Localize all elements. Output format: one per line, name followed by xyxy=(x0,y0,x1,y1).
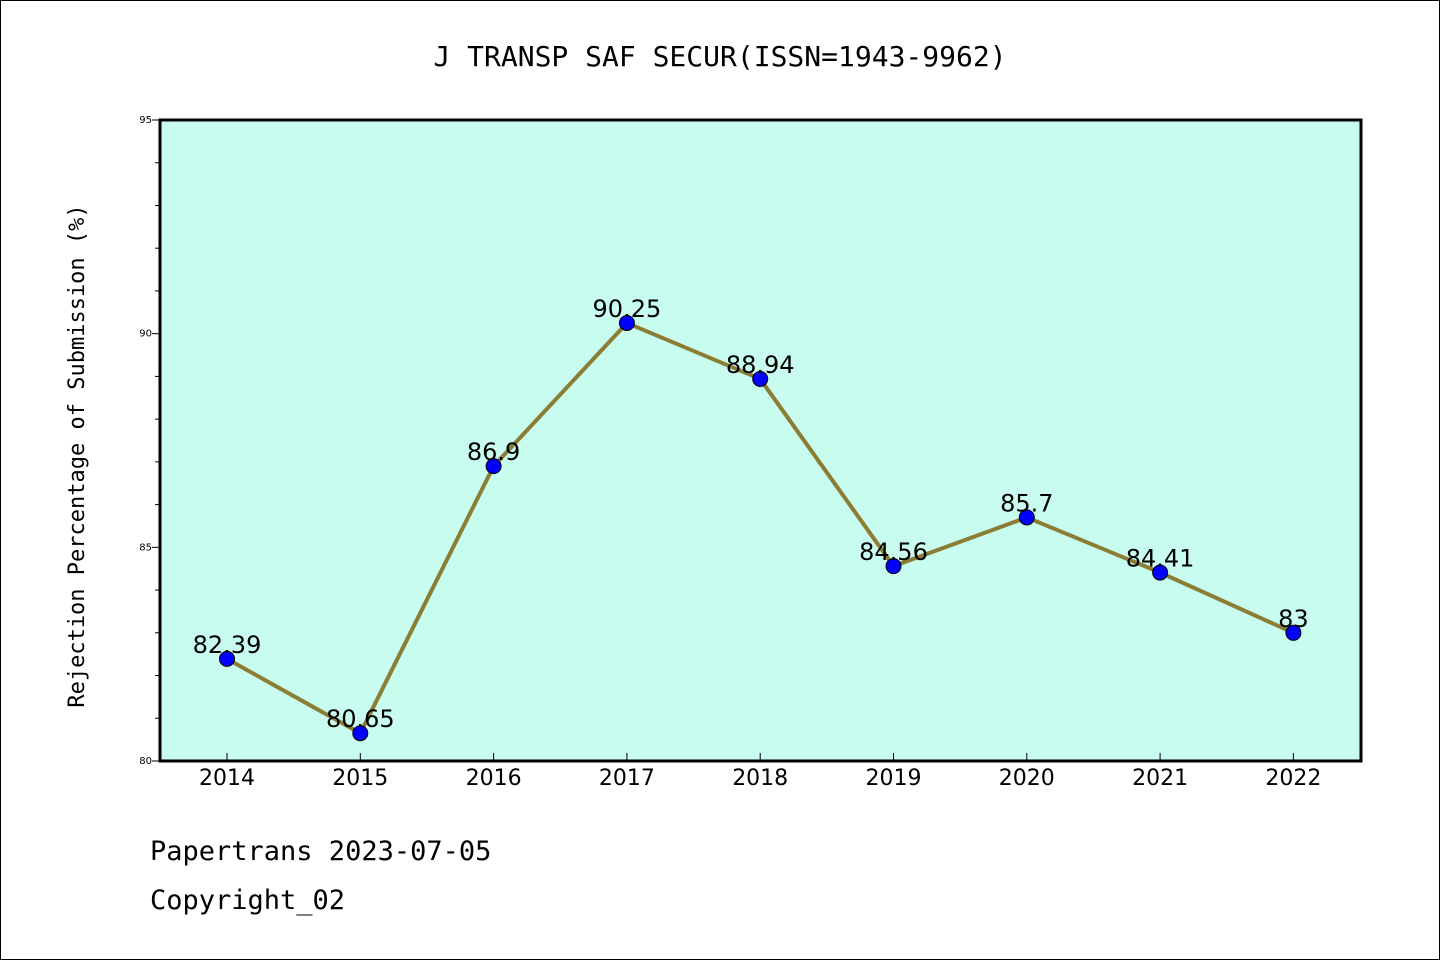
data-point xyxy=(1152,564,1169,581)
data-label: 84.56 xyxy=(859,538,928,566)
data-point xyxy=(752,370,769,387)
data-point xyxy=(485,458,502,475)
data-point xyxy=(352,725,369,742)
data-point xyxy=(1018,509,1035,526)
x-tick-label: 2018 xyxy=(732,766,788,791)
data-label: 88.94 xyxy=(726,351,795,379)
x-tick-label: 2020 xyxy=(999,766,1055,791)
footer-date-line: Papertrans 2023-07-05 xyxy=(150,836,492,867)
y-tick-label: 85 xyxy=(139,542,152,553)
data-label: 90.25 xyxy=(593,295,662,323)
data-point xyxy=(618,314,635,331)
data-point xyxy=(885,558,902,575)
footer-copyright-line: Copyright_02 xyxy=(150,885,346,916)
data-labels: 82.39 80.65 86.9 90.25 88.94 84.56 85.7 84.41 83 xyxy=(193,295,1309,733)
x-tick-label: 2021 xyxy=(1132,766,1188,791)
data-label: 83 xyxy=(1278,605,1309,633)
x-tick-label: 2019 xyxy=(866,766,922,791)
x-tick-label: 2022 xyxy=(1265,766,1321,791)
y-tick-label: 90 xyxy=(139,329,152,340)
y-tick-label: 80 xyxy=(139,756,152,767)
y-tick-label: 95 xyxy=(139,115,152,126)
x-tick-label: 2017 xyxy=(599,766,655,791)
x-tick-label: 2014 xyxy=(199,766,255,791)
data-label: 84.41 xyxy=(1126,545,1195,573)
y-axis-title: Rejection Percentage of Submission (%) xyxy=(65,204,90,707)
data-label: 80.65 xyxy=(326,705,395,733)
x-tick-label: 2015 xyxy=(332,766,388,791)
data-point xyxy=(1285,624,1302,641)
plot-area xyxy=(158,118,1363,763)
data-label: 85.7 xyxy=(1000,489,1053,517)
data-point xyxy=(219,650,235,667)
x-tick-label: 2016 xyxy=(466,766,522,791)
data-label: 82.39 xyxy=(193,631,262,659)
chart-title: J TRANSP SAF SECUR(ISSN=1943-9962) xyxy=(433,40,1006,73)
y-axis: 80 85 90 95 xyxy=(139,115,160,767)
x-axis: 2014 2015 2016 2017 2018 2019 2020 2021 2022 xyxy=(199,753,1321,791)
data-label: 86.9 xyxy=(467,438,520,466)
data-points xyxy=(219,314,1302,742)
